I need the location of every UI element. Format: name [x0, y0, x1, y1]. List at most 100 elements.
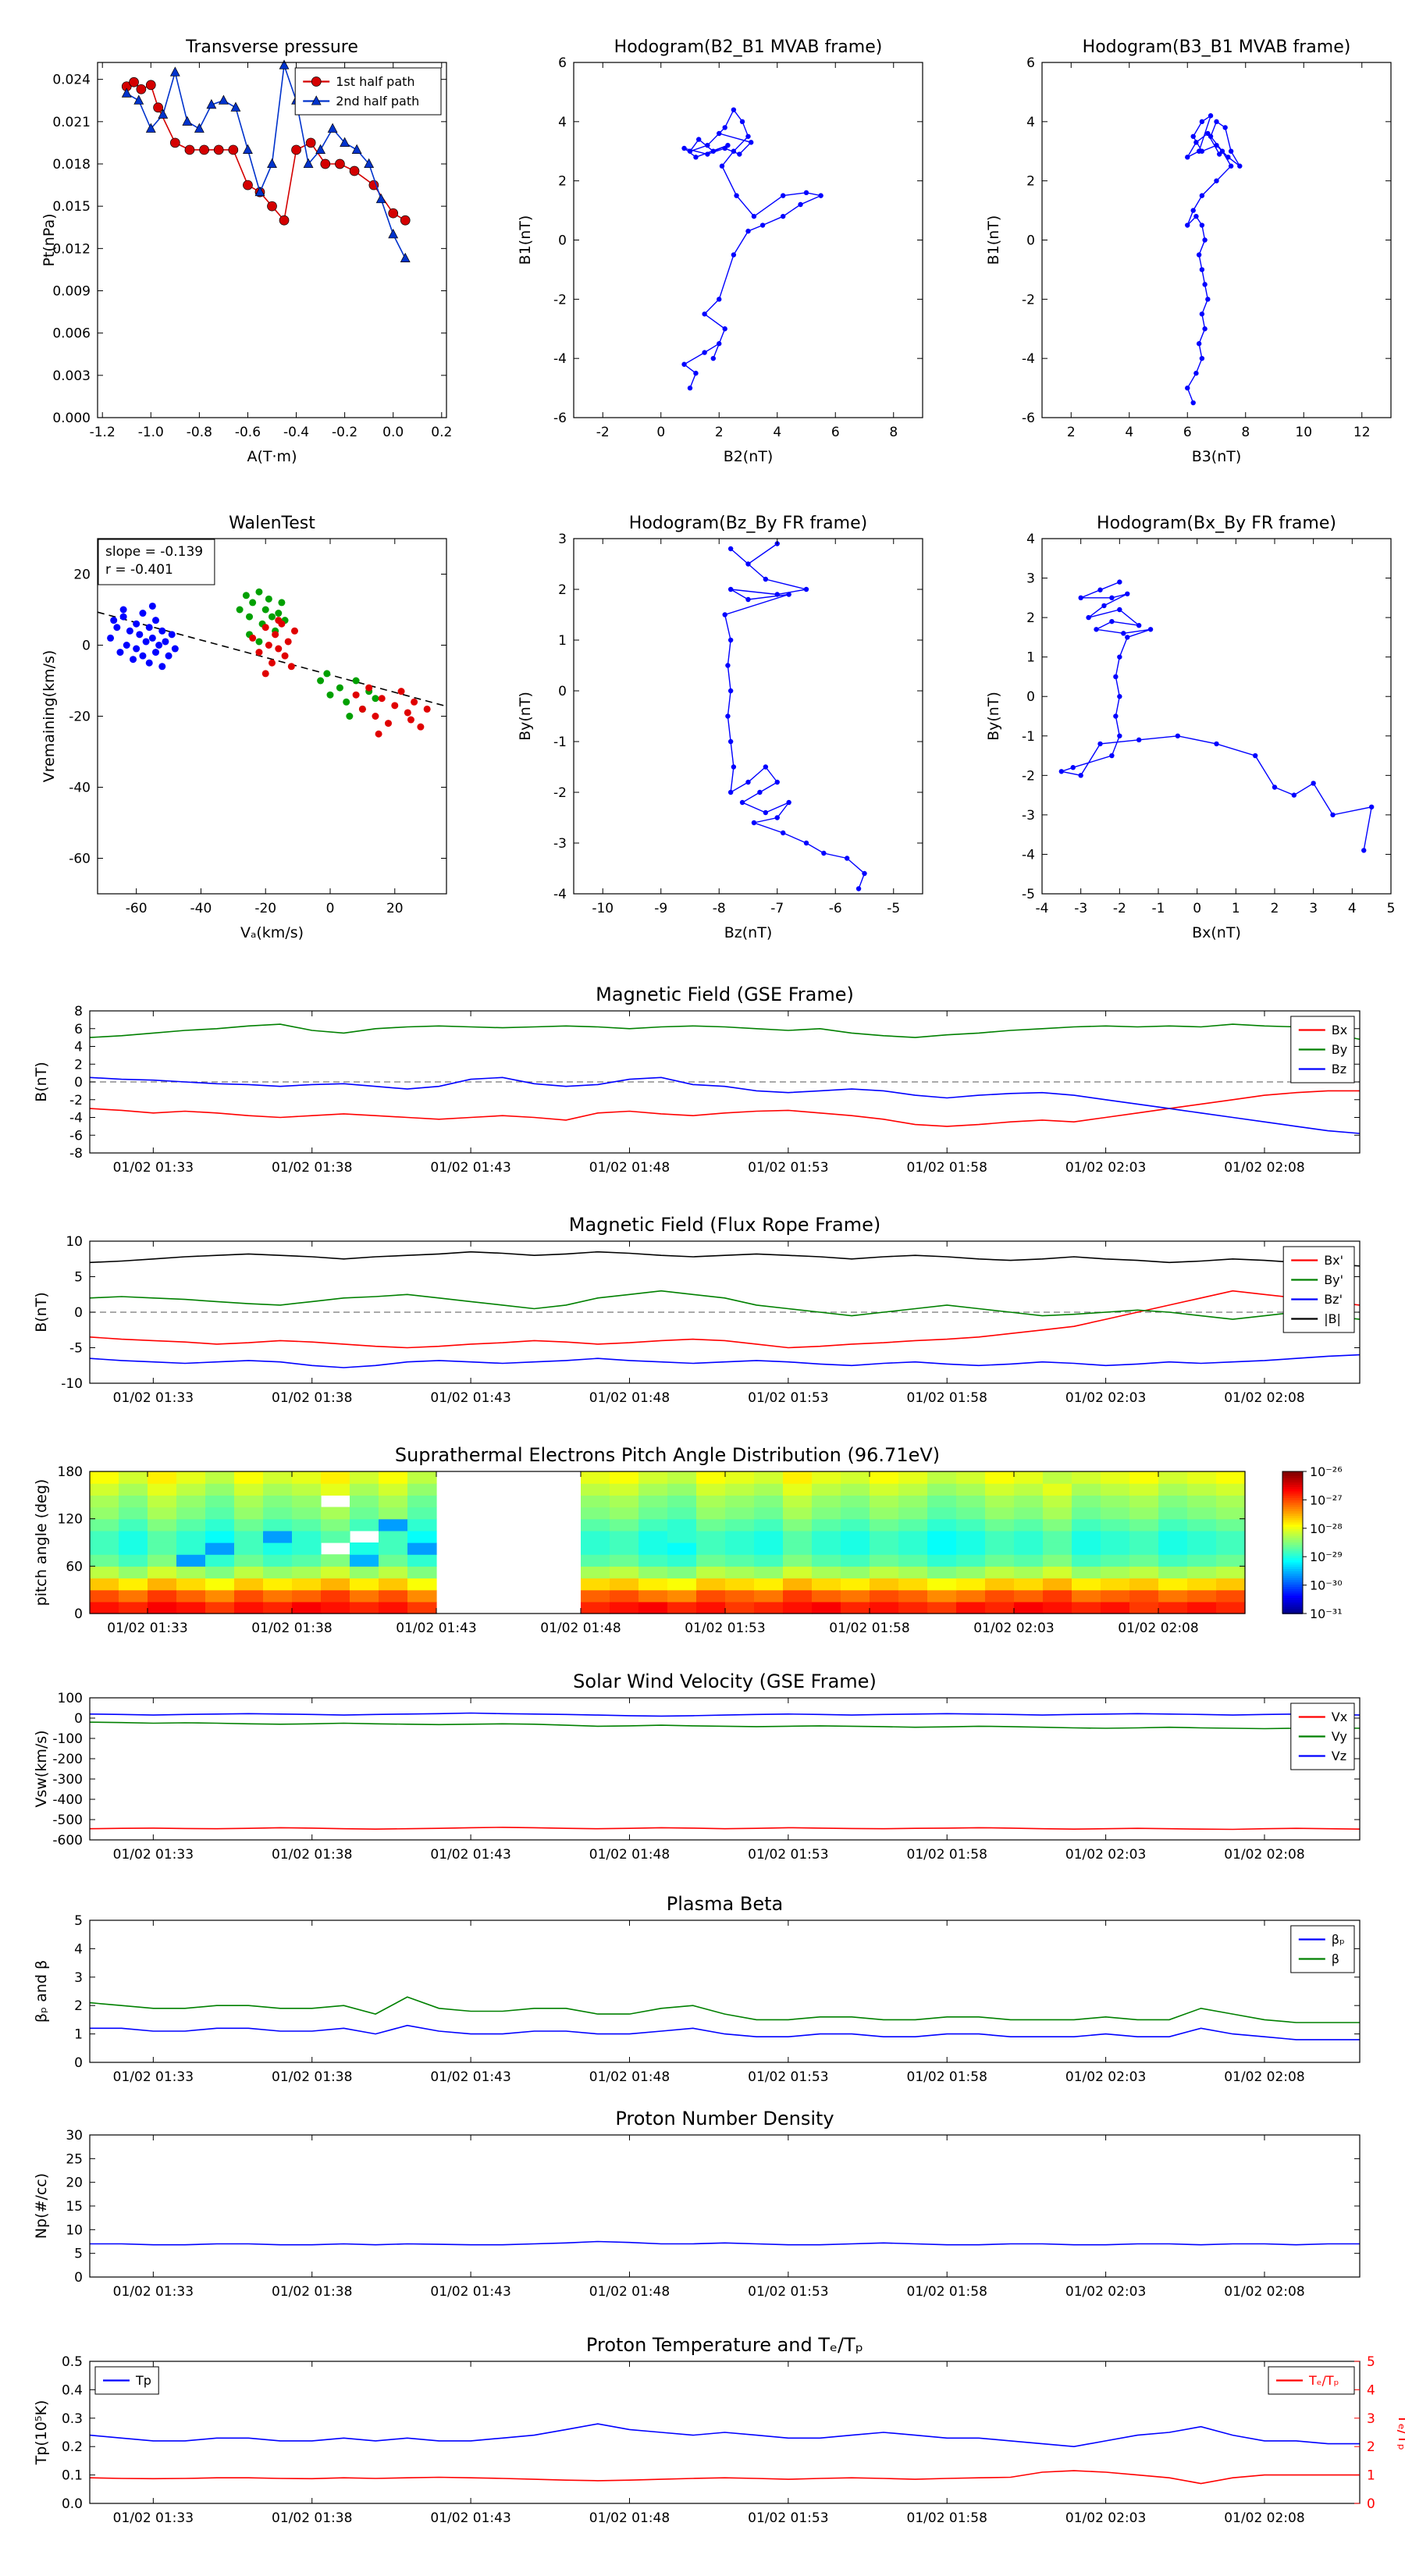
plot-background — [90, 1920, 1360, 2062]
y-tick-label: -500 — [52, 1813, 83, 1828]
series-1st-half-path — [126, 81, 406, 222]
legend-label: 2nd half path — [336, 94, 419, 109]
legend-label: Tₑ/Tₚ — [1308, 2373, 1339, 2388]
marker-dot — [1117, 733, 1122, 738]
y2-tick-label: 5 — [1367, 2354, 1375, 2370]
marker-triangle — [243, 144, 253, 154]
marker-dot — [731, 148, 737, 154]
marker-triangle — [182, 116, 193, 126]
marker-dot — [249, 634, 257, 642]
x-tick-label: 01/02 01:33 — [113, 2510, 194, 2526]
marker-dot — [1185, 385, 1190, 391]
pad-svg: 01/02 01:33 01/02 01:38 01/02 01:43 01/02 0… — [33, 1444, 1343, 1636]
y-tick-label: -2 — [1022, 768, 1035, 784]
marker-triangle — [206, 98, 217, 109]
marker-dot — [1078, 595, 1083, 601]
y-axis-label: B1(nT) — [985, 215, 1002, 265]
y-tick-label: 0.009 — [52, 284, 91, 300]
marker-dot — [375, 730, 382, 738]
y-tick-label: 20 — [73, 568, 91, 583]
marker-dot — [751, 213, 757, 219]
x-tick-label: 01/02 01:48 — [589, 2510, 670, 2526]
y-tick-label: 0.5 — [62, 2354, 83, 2370]
x-tick-label: 2 — [1271, 901, 1279, 916]
marker-dot — [133, 620, 140, 628]
y-axis-label: By(nT) — [985, 692, 1002, 741]
marker-dot — [1311, 781, 1316, 786]
y-tick-label: 0.018 — [52, 157, 91, 173]
x-tick-label: 01/02 02:03 — [1065, 2284, 1146, 2300]
y-axis-label: Np(#/cc) — [33, 2173, 50, 2239]
marker-dot — [152, 617, 159, 624]
marker-dot — [1214, 142, 1219, 148]
marker-circle — [213, 144, 224, 155]
marker-dot — [326, 691, 334, 699]
x-tick-label: 8 — [889, 425, 898, 440]
x-tick-label: -60 — [126, 901, 148, 916]
marker-triangle — [267, 158, 277, 169]
y2-tick-label: 4 — [1367, 2382, 1375, 2398]
marker-circle — [243, 180, 253, 190]
x-tick-label: 01/02 01:38 — [272, 1847, 352, 1863]
plot-background — [90, 2135, 1360, 2277]
marker-dot — [798, 201, 803, 208]
marker-dot — [126, 627, 133, 635]
plot-border — [89, 1471, 1246, 1614]
hodo21-plot-area — [681, 107, 823, 391]
x-tick-label: 4 — [1348, 901, 1357, 916]
x-tick-label: 01/02 01:38 — [272, 1160, 352, 1176]
x-tick-label: 0.0 — [382, 425, 404, 440]
legend-box — [1290, 1925, 1355, 1973]
chart-title: Hodogram(Bx_By FR frame) — [1097, 514, 1336, 533]
marker-triangle — [388, 229, 399, 239]
x-tick-label: 01/02 02:08 — [1224, 1160, 1304, 1176]
marker-triangle — [375, 193, 386, 204]
legend-label: By — [1332, 1042, 1347, 1057]
marker-dot — [786, 799, 791, 806]
marker-triangle — [133, 94, 144, 105]
y-tick-label: -4 — [1022, 847, 1035, 863]
series-Bz — [89, 1076, 1361, 1134]
marker-dot — [727, 688, 734, 694]
marker-dot — [119, 606, 127, 614]
walen-test-chart: -60 -40 -20 0 20 -60 -40 -20 0 20 WalenTest Vₐ(km/s… — [23, 500, 461, 952]
marker-dot — [731, 252, 737, 258]
x-tick-label: 01/02 01:58 — [907, 1160, 987, 1176]
transverse-pressure-chart: -1.2 -1.0 -0.8 -0.6 -0.4 -0.2 0.0 0.2 0.000 0.003… — [23, 23, 461, 476]
marker-dot — [139, 610, 147, 617]
marker-circle — [320, 158, 331, 169]
series-Vz — [89, 1712, 1361, 1717]
marker-dot — [702, 311, 707, 317]
chart-title: WalenTest — [229, 514, 315, 533]
y-tick-label: 0.024 — [52, 73, 91, 88]
marker-circle — [349, 165, 360, 176]
plot-border — [89, 1697, 1361, 1841]
marker-dot — [757, 789, 763, 795]
marker-circle — [400, 215, 411, 226]
marker-dot — [107, 634, 115, 642]
legend-box — [294, 67, 442, 116]
marker-dot — [739, 119, 745, 125]
marker-dot — [397, 688, 405, 696]
x-tick-label: 01/02 01:43 — [430, 1390, 510, 1406]
x-tick-label: 01/02 02:08 — [1224, 2069, 1304, 2085]
marker-dot — [702, 350, 707, 355]
marker-dot — [116, 649, 124, 656]
y-tick-label: 0.003 — [52, 368, 91, 384]
x-axis-label: Vₐ(km/s) — [240, 924, 304, 941]
marker-dot — [774, 779, 780, 785]
marker-circle — [169, 137, 180, 148]
x-tick-label: 01/02 02:03 — [1065, 2510, 1146, 2526]
marker-dot — [710, 355, 716, 361]
y-tick-label: -100 — [52, 1731, 83, 1747]
hodogram-b2-b1-chart: -2 0 2 4 6 8 -6 -4 -2 0 2 4 6 Hodogram(B2_B1 MVAB fra… — [500, 23, 937, 476]
y-tick-label: -2 — [553, 292, 567, 308]
marker-dot — [1113, 674, 1119, 680]
marker-triangle — [303, 158, 314, 169]
walen-svg: -60 -40 -20 0 20 -60 -40 -20 0 20 WalenTest Vₐ(km/s… — [41, 514, 447, 941]
x-tick-label: -2 — [596, 425, 610, 440]
x-tick-label: 0.2 — [431, 425, 452, 440]
marker-dot — [1272, 785, 1278, 790]
marker-dot — [1199, 355, 1205, 361]
plot-background — [1042, 62, 1391, 418]
